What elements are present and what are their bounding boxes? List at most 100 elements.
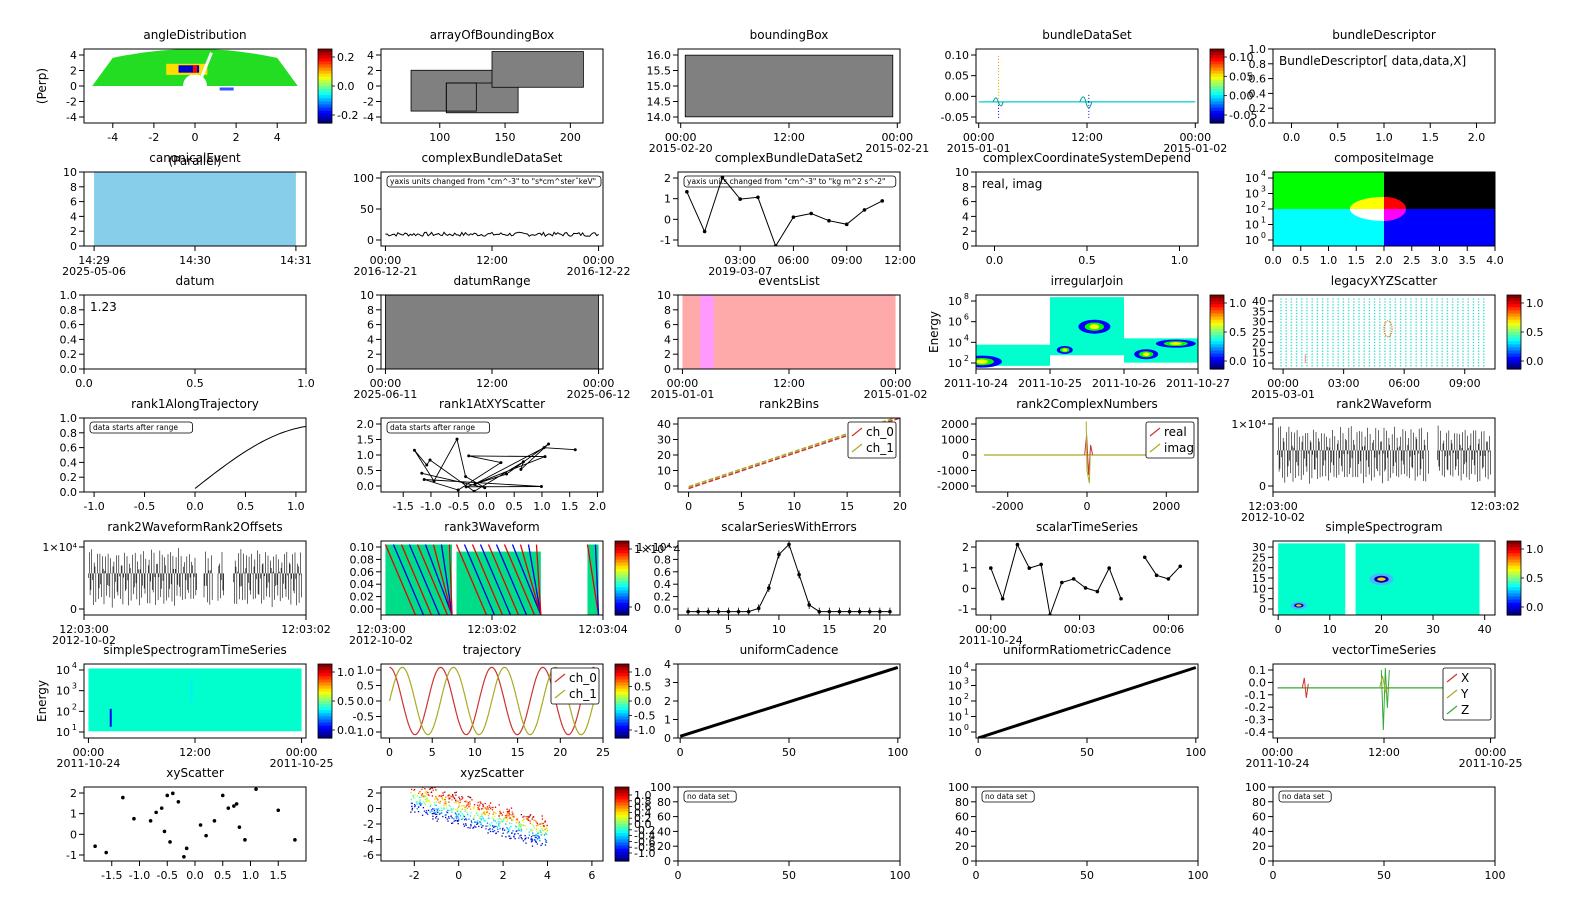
scatter-point bbox=[455, 800, 457, 803]
scatter-point bbox=[1399, 298, 1402, 300]
scatter-point bbox=[1379, 312, 1381, 315]
colorbar-cell bbox=[318, 716, 332, 721]
note-label: no data set bbox=[687, 792, 730, 801]
scatter-point bbox=[1425, 356, 1428, 358]
scatter-point bbox=[1347, 362, 1350, 364]
scatter-point bbox=[1420, 315, 1423, 318]
colorbar-cell bbox=[1507, 568, 1521, 573]
scatter-point bbox=[440, 809, 442, 812]
scatter-point bbox=[1347, 338, 1350, 341]
y-tick-label: 15.5 bbox=[647, 65, 672, 78]
scatter-point bbox=[1399, 312, 1402, 315]
scatter-point bbox=[1295, 301, 1298, 303]
scatter-point bbox=[1321, 364, 1324, 367]
scatter-point bbox=[535, 836, 537, 839]
scatter-point bbox=[458, 804, 461, 806]
scatter-point bbox=[1394, 312, 1397, 315]
scatter-point bbox=[1446, 309, 1449, 312]
y-tick-label: -4 bbox=[363, 834, 374, 847]
colorbar-cell bbox=[615, 688, 629, 693]
scatter-point bbox=[1379, 330, 1381, 332]
scatter-point bbox=[1347, 301, 1350, 303]
scatter-point bbox=[511, 819, 513, 821]
scatter-point bbox=[1472, 327, 1475, 329]
scatter-point bbox=[1457, 362, 1459, 364]
colorbar-cell bbox=[615, 565, 629, 570]
scatter-point bbox=[1384, 364, 1386, 367]
scatter-point bbox=[452, 808, 454, 810]
scatter-point bbox=[1311, 364, 1313, 367]
bundleDataSet-plot-area bbox=[978, 56, 1196, 120]
colorbar-cell bbox=[1507, 547, 1521, 551]
scatter-point bbox=[448, 794, 451, 796]
colorbar-tick-label: 0.00 bbox=[1229, 90, 1254, 103]
scatter-point bbox=[1441, 330, 1443, 332]
y-tick-label: 30 bbox=[657, 434, 671, 447]
scatter-point bbox=[445, 805, 447, 807]
scatter-point bbox=[1332, 356, 1334, 358]
scatter-point bbox=[1394, 324, 1397, 326]
scatter-point bbox=[1321, 330, 1324, 332]
x-tick-label: 200 bbox=[560, 131, 581, 144]
bundleDataSet-axes-frame bbox=[975, 48, 1199, 124]
data-point bbox=[483, 486, 487, 490]
scatter-point bbox=[1337, 304, 1339, 306]
colorbar-cell bbox=[615, 673, 629, 677]
scatter-point bbox=[461, 818, 463, 821]
scatter-point bbox=[416, 808, 418, 810]
colorbar-cell bbox=[1210, 119, 1224, 124]
legend-box bbox=[1145, 421, 1195, 459]
x-tick-label: 20 bbox=[873, 623, 887, 636]
scatter-point bbox=[1451, 359, 1454, 361]
scatter-point bbox=[1477, 350, 1480, 353]
y-tick-label: 2 bbox=[962, 541, 969, 554]
scatter-point bbox=[1441, 321, 1443, 324]
scatter-point bbox=[541, 843, 544, 845]
rank2WaveformRank2Offsets-title: rank2WaveformRank2Offsets bbox=[107, 520, 282, 534]
data-point bbox=[464, 485, 468, 489]
y-tick-label: 25 bbox=[1252, 551, 1266, 564]
scatter-point bbox=[1405, 359, 1407, 361]
scatter-point bbox=[537, 832, 539, 834]
scatter-point bbox=[1337, 347, 1339, 350]
rank2Waveform-axes-frame bbox=[1272, 417, 1496, 493]
data-point bbox=[237, 825, 242, 829]
x-tick-label: 00:00 bbox=[1179, 131, 1211, 144]
scatter-point bbox=[1321, 338, 1324, 341]
scatter-point bbox=[482, 817, 484, 819]
scatter-point bbox=[502, 832, 504, 834]
colorbar-cell bbox=[318, 664, 332, 668]
scatter-point bbox=[1337, 333, 1339, 335]
scatter-point bbox=[1431, 359, 1433, 361]
scatter-point bbox=[1311, 338, 1313, 341]
scatter-point bbox=[1353, 353, 1355, 355]
y-tick-label: 0.0 bbox=[1249, 676, 1267, 689]
colorbar-tick-label: 0.10 bbox=[1229, 51, 1254, 64]
y-tick-label: 8 bbox=[70, 181, 77, 194]
scatter-point bbox=[1347, 327, 1350, 329]
scatter-point bbox=[530, 838, 532, 840]
colorbar-cell bbox=[615, 571, 629, 576]
scatter-point bbox=[1420, 341, 1423, 344]
scatter-point bbox=[1462, 344, 1464, 347]
scatter-point bbox=[500, 818, 502, 821]
scatter-point bbox=[1337, 327, 1339, 329]
scatter-point bbox=[1451, 330, 1454, 332]
scatter-point bbox=[1462, 335, 1464, 338]
colorbar-cell bbox=[615, 734, 629, 739]
scatter-point bbox=[1353, 333, 1355, 335]
scatter-point bbox=[485, 825, 487, 827]
scatter-point bbox=[506, 817, 508, 820]
colorbar-tick-label: 0.2 bbox=[337, 51, 355, 64]
scatter-point bbox=[542, 833, 544, 835]
scatter-point bbox=[1327, 318, 1329, 321]
scatter-point bbox=[526, 818, 528, 820]
scatter-point bbox=[1301, 309, 1303, 312]
colorbar-cell bbox=[615, 568, 629, 573]
scatter-point bbox=[1436, 338, 1438, 341]
y-tick-label: 60 bbox=[1252, 811, 1266, 824]
colorbar-cell bbox=[1210, 322, 1224, 327]
y-axis-label: Energy bbox=[927, 311, 941, 353]
scatter-point bbox=[1347, 353, 1350, 355]
